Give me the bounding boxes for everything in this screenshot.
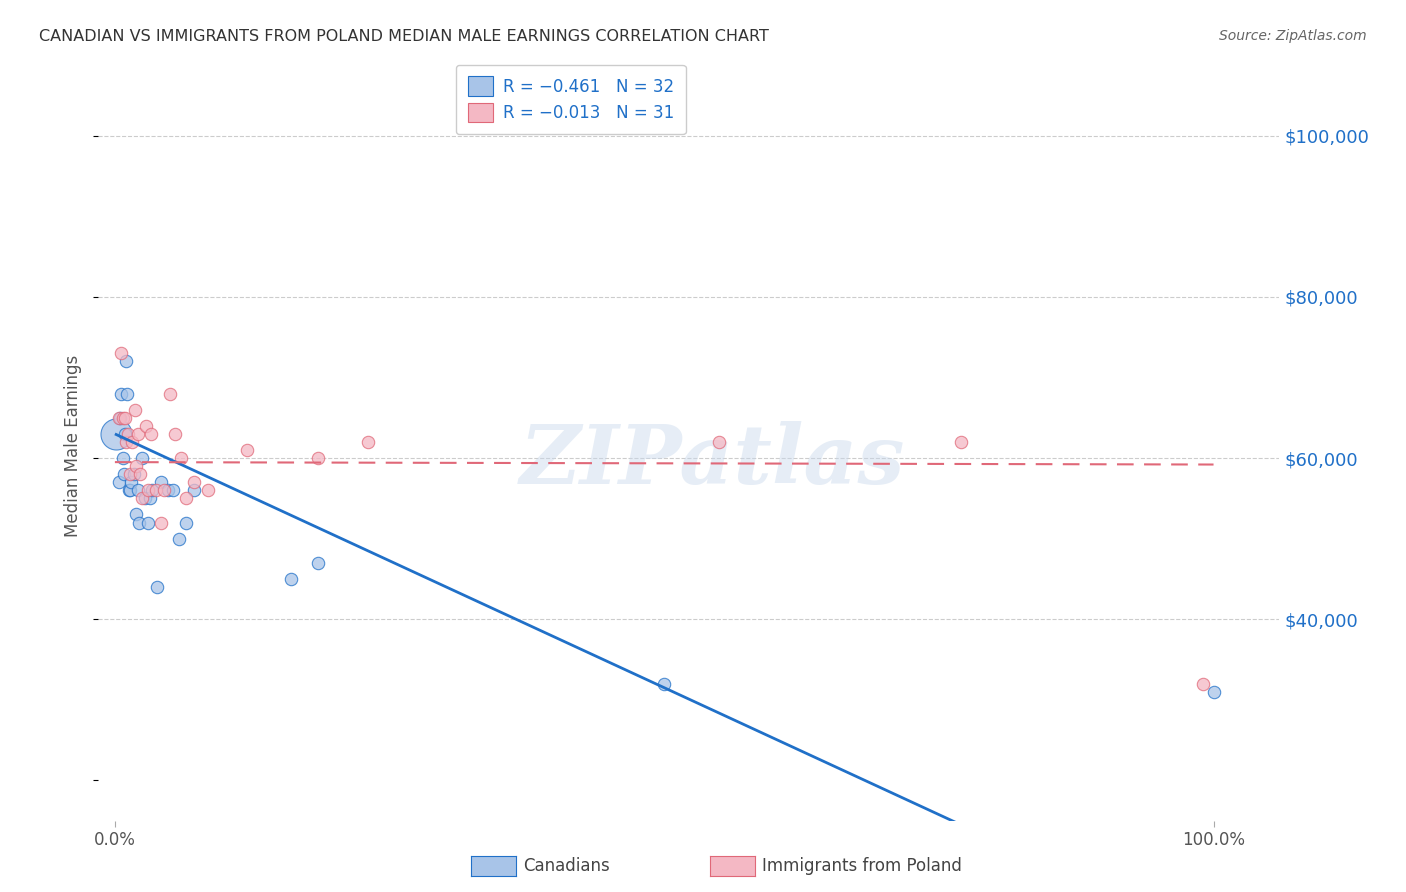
Point [652,676,675,690]
Point [141,483,163,498]
Point [122,467,145,482]
Point [167,532,190,546]
Point [131,491,153,506]
Point [111,410,134,425]
Point [141,426,163,441]
Text: ZIPatlas: ZIPatlas [520,421,905,501]
Point [115,354,138,368]
Point [153,483,176,498]
Point [136,483,159,498]
Point [110,386,132,401]
Point [170,451,193,466]
Point [134,491,156,506]
Legend: R = −0.461   N = 32, R = −0.013   N = 31: R = −0.461 N = 32, R = −0.013 N = 31 [456,65,686,134]
Point [235,443,257,458]
Point [150,475,173,490]
Point [949,434,972,449]
Point [176,516,198,530]
Text: CANADIAN VS IMMIGRANTS FROM POLAND MEDIAN MALE EARNINGS CORRELATION CHART: CANADIAN VS IMMIGRANTS FROM POLAND MEDIA… [39,29,769,44]
Point [707,434,730,449]
Point [183,475,205,490]
Point [111,451,134,466]
Point [108,475,131,490]
Point [110,410,132,425]
Point [128,516,150,530]
Point [156,483,179,498]
Point [112,467,135,482]
Point [280,572,302,586]
Point [145,580,167,594]
Point [139,491,162,506]
Point [127,426,149,441]
Point [125,508,148,522]
Point [114,426,136,441]
Text: Immigrants from Poland: Immigrants from Poland [762,857,962,875]
Point [105,426,128,441]
Point [115,386,138,401]
Point [110,346,132,360]
Point [114,410,136,425]
Point [135,418,157,433]
Point [307,556,329,570]
Point [1202,684,1225,698]
Point [108,410,131,425]
Point [1191,676,1213,690]
Point [162,483,184,498]
Point [124,402,146,417]
Point [131,451,153,466]
Point [129,467,152,482]
Point [136,516,159,530]
Point [356,434,378,449]
Point [118,483,141,498]
Point [159,386,181,401]
Point [120,483,142,498]
Y-axis label: Median Male Earnings: Median Male Earnings [65,355,83,537]
Point [127,483,149,498]
Text: Canadians: Canadians [523,857,610,875]
Point [125,459,148,474]
Point [183,483,205,498]
Point [197,483,219,498]
Point [117,426,139,441]
Point [307,451,329,466]
Point [176,491,198,506]
Text: Source: ZipAtlas.com: Source: ZipAtlas.com [1219,29,1367,43]
Point [145,483,167,498]
Point [165,426,187,441]
Point [121,434,143,449]
Point [150,516,173,530]
Point [115,434,138,449]
Point [120,467,142,482]
Point [120,475,142,490]
